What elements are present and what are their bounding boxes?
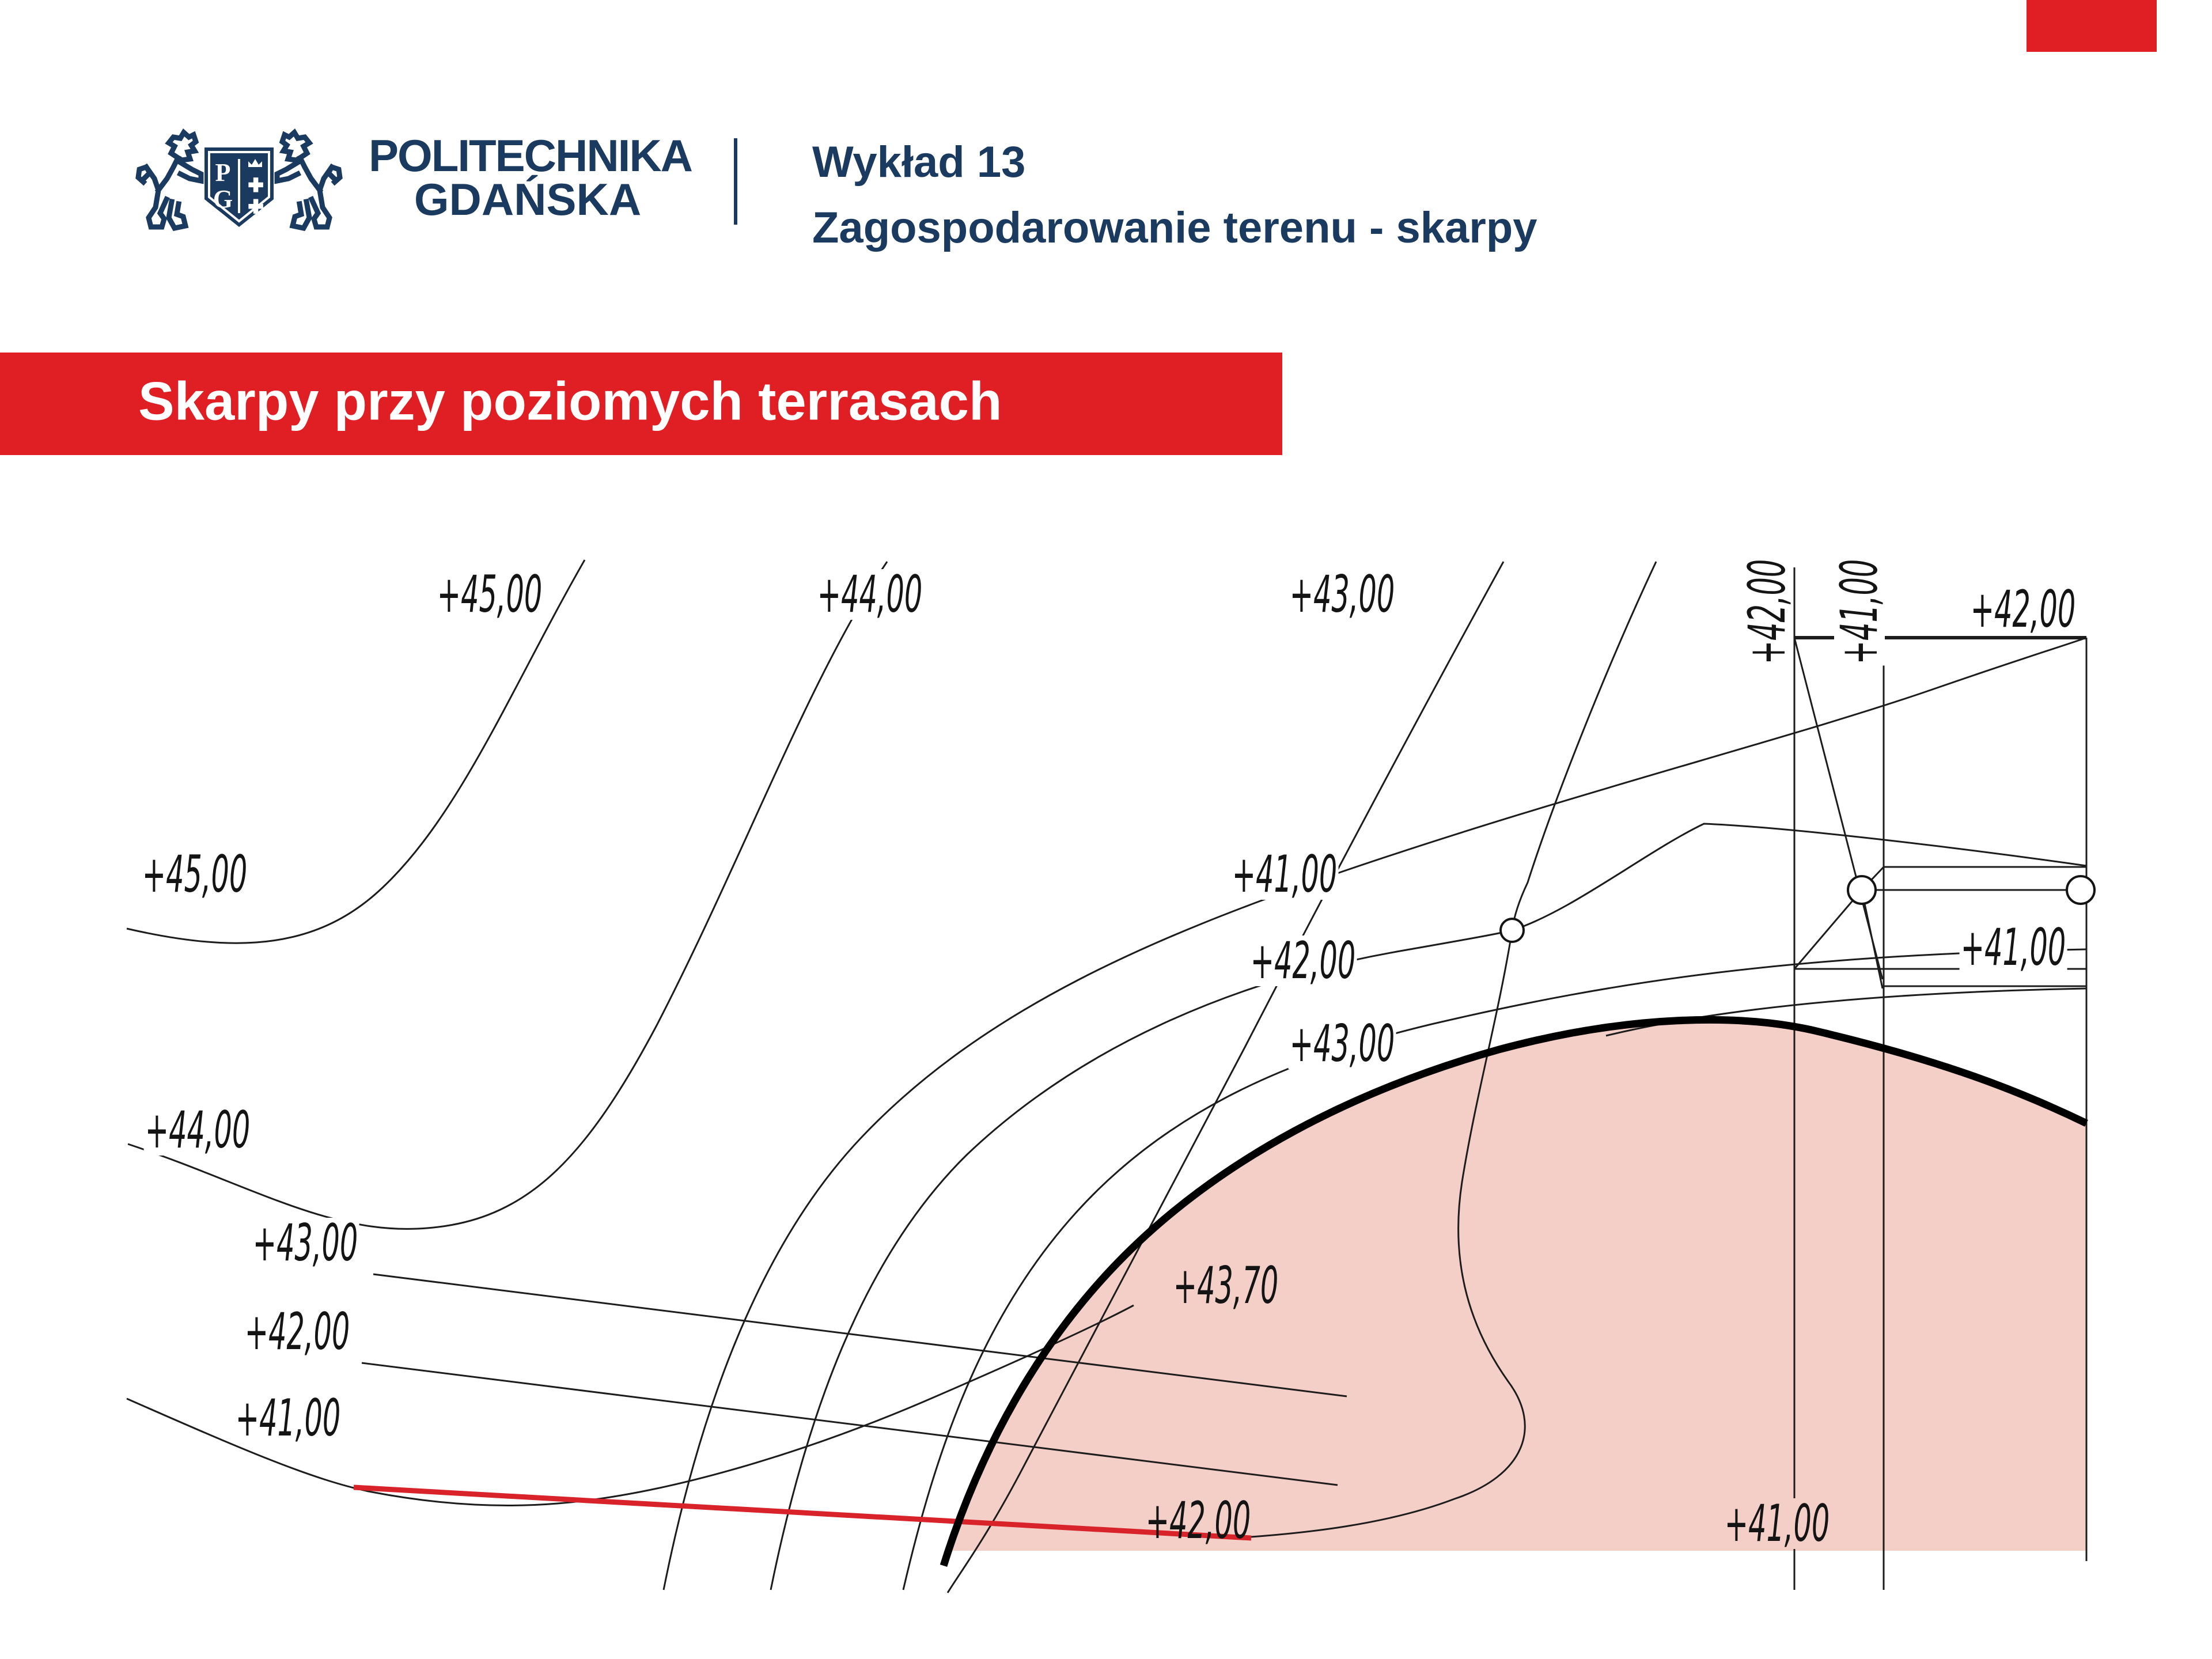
elevation-label: +44,00 [816,569,924,620]
elevation-label: +41,00 [1830,558,1889,666]
university-logo-icon: P G [135,128,343,232]
shield-letter-p: P [215,158,231,187]
university-name-line2: GDAŃSKA [414,174,642,225]
elevation-label: +43,70 [1172,1260,1280,1311]
contour-45 [126,559,586,944]
university-name-line1: POLITECHNIKA [369,130,693,181]
elevation-label: +42,00 [1969,584,2077,635]
elevation-label: +42,00 [243,1306,351,1357]
elevation-label: +45,00 [435,569,544,620]
crown-icon [248,159,262,167]
section-banner: Skarpy przy poziomych terrasach [0,353,1282,455]
section-title: Skarpy przy poziomych terrasach [138,370,1002,431]
contour-43-top [946,561,1505,1593]
contour-43-mid [902,948,2087,1590]
elevation-label: +43,00 [1288,1018,1396,1069]
elevation-label: +41,00 [1230,849,1339,900]
node-circle [2066,875,2096,905]
diagonal-2 [1793,889,1863,969]
corner-accent-square [2027,0,2157,52]
slope-line-43 [373,1273,1347,1397]
elevation-label: +42,00 [1145,1491,1251,1550]
cross-icon [248,177,263,192]
elevation-label: +41,00 [234,1393,342,1444]
elevation-label: +41,00 [1959,922,2067,973]
diagonal-3 [1861,889,1884,989]
elevation-label: +42,00 [1249,935,1357,986]
university-name: POLITECHNIKA GDAŃSKA [369,130,693,225]
shield-icon: P G [204,147,274,227]
shield-letter-g: G [213,185,233,213]
lecture-number: Wykład 13 [812,138,1026,187]
cross-icon [248,199,263,214]
scarp-crest-line [940,1016,2088,1567]
lecture-subtitle: Zagospodarowanie terenu - skarpy [812,203,1537,252]
contour-steep [1251,561,1657,1538]
header-divider [734,138,737,225]
contour-42-mid [770,823,2087,1590]
elevation-label: +41,00 [1723,1498,1831,1549]
node-circle [1847,875,1877,905]
elevation-label: +45,00 [141,849,249,900]
elevation-label: +44,00 [143,1105,252,1156]
elevation-label: +43,00 [251,1218,359,1268]
lion-right-icon [274,128,343,232]
design-red-line [353,1484,1252,1541]
terrace-area [952,1018,2086,1551]
elevation-label: +42,00 [1737,558,1797,666]
elevation-label: +43,00 [1288,569,1396,620]
slope-line-42 [361,1362,1338,1486]
contour-44 [127,561,888,1230]
lion-left-icon [135,128,204,232]
node-circle [1499,918,1525,943]
